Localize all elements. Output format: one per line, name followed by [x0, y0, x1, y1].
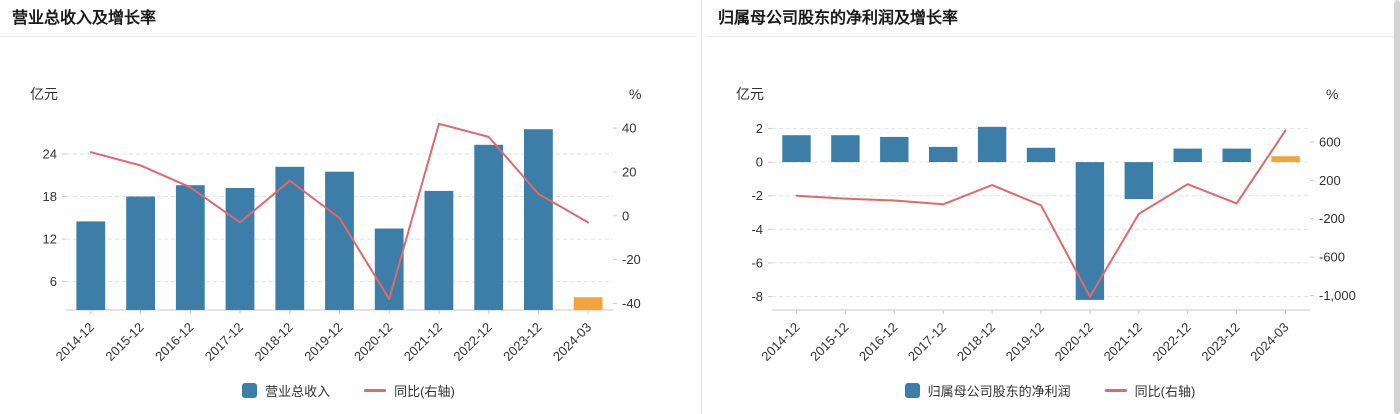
svg-text:2020-12: 2020-12	[1052, 320, 1096, 364]
svg-text:2017-12: 2017-12	[905, 320, 949, 364]
legend-item-revenue-bar[interactable]: 营业总收入	[242, 381, 330, 400]
svg-text:2: 2	[756, 121, 763, 136]
svg-text:2014-12: 2014-12	[758, 320, 802, 364]
svg-text:-200: -200	[1319, 211, 1345, 226]
svg-text:18: 18	[43, 189, 57, 204]
legend-label-net-profit: 归属母公司股东的净利润	[927, 384, 1071, 399]
legend-item-net-profit-bar[interactable]: 归属母公司股东的净利润	[904, 381, 1071, 400]
svg-text:-600: -600	[1319, 250, 1345, 265]
svg-text:2023-12: 2023-12	[500, 320, 544, 364]
net-profit-legend: 归属母公司股东的净利润 同比(右轴)	[706, 367, 1394, 414]
svg-text:2022-12: 2022-12	[1149, 320, 1193, 364]
svg-text:0: 0	[756, 155, 763, 170]
svg-text:-1,000: -1,000	[1319, 288, 1356, 303]
svg-text:2024-03: 2024-03	[550, 320, 594, 364]
revenue-chart-area: 亿元% 6 12 18 24 -40 -20 0 20 40 2014-12 2015-12 2016-…	[0, 37, 697, 367]
net-profit-panel: 归属母公司股东的净利润及增长率 亿元% 2 0 -2 -4 -6 -8 600 200 -200 -…	[706, 0, 1394, 414]
line-swatch-icon	[1104, 389, 1127, 392]
svg-text:2016-12: 2016-12	[856, 320, 900, 364]
line-swatch-icon	[364, 389, 387, 392]
svg-text:-20: -20	[622, 252, 641, 267]
revenue-panel: 营业总收入及增长率 亿元% 6 12 18 24 -40 -20 0 20 40 2014-12 20…	[0, 0, 697, 414]
svg-text:2015-12: 2015-12	[102, 320, 146, 364]
scrollbar-thumb[interactable]	[1394, 0, 1400, 414]
legend-item-revenue-yoy-line[interactable]: 同比(右轴)	[364, 381, 455, 400]
svg-text:2017-12: 2017-12	[202, 320, 246, 364]
svg-text:2020-12: 2020-12	[351, 320, 395, 364]
svg-text:2022-12: 2022-12	[450, 320, 494, 364]
legend-label-net-profit-yoy: 同比(右轴)	[1134, 384, 1196, 399]
svg-text:40: 40	[622, 121, 636, 136]
scrollbar-track	[1394, 0, 1400, 414]
revenue-panel-title: 营业总收入及增长率	[12, 10, 157, 27]
svg-text:2019-12: 2019-12	[1003, 320, 1047, 364]
svg-text:24: 24	[43, 147, 57, 162]
net-profit-chart: 亿元 % 2 0 -2 -4 -6 -8 600 200 -200 -600 -1,000 2014-12…	[736, 86, 1356, 364]
panel-divider	[697, 0, 706, 414]
legend-item-net-profit-yoy-line[interactable]: 同比(右轴)	[1104, 381, 1196, 400]
revenue-legend: 营业总收入 同比(右轴)	[0, 367, 697, 414]
revenue-panel-header: 营业总收入及增长率	[0, 0, 697, 37]
svg-text:2018-12: 2018-12	[954, 320, 998, 364]
svg-text:20: 20	[622, 164, 636, 179]
svg-text:亿元: 亿元	[736, 86, 764, 102]
svg-text:2019-12: 2019-12	[301, 320, 345, 364]
svg-text:2023-12: 2023-12	[1198, 320, 1242, 364]
svg-text:2016-12: 2016-12	[152, 320, 196, 364]
svg-text:-6: -6	[751, 255, 763, 270]
legend-label-revenue: 营业总收入	[265, 384, 331, 399]
svg-text:-4: -4	[751, 222, 763, 237]
revenue-chart: 亿元 % 6 12 18 24 -40 -20 0 20 40 2014-12 2015-12 2016-…	[30, 86, 641, 364]
svg-text:-40: -40	[622, 296, 641, 311]
svg-text:亿元: 亿元	[30, 86, 58, 102]
legend-label-revenue-yoy: 同比(右轴)	[394, 384, 455, 399]
svg-text:6: 6	[50, 274, 57, 289]
svg-text:2018-12: 2018-12	[252, 320, 296, 364]
bar-swatch-icon	[242, 383, 258, 398]
net-profit-panel-header: 归属母公司股东的净利润及增长率	[706, 0, 1394, 37]
svg-text:2024-03: 2024-03	[1247, 320, 1291, 364]
svg-text:0: 0	[622, 208, 629, 223]
svg-text:2014-12: 2014-12	[53, 320, 97, 364]
svg-text:200: 200	[1319, 173, 1341, 188]
svg-text:2015-12: 2015-12	[807, 320, 851, 364]
net-profit-chart-area: 亿元% 2 0 -2 -4 -6 -8 600 200 -200 -600 -1,000 2014-12…	[706, 37, 1394, 367]
svg-text:%: %	[1326, 86, 1338, 102]
svg-text:-8: -8	[751, 289, 763, 304]
svg-text:%: %	[629, 86, 641, 102]
svg-text:2021-12: 2021-12	[401, 320, 445, 364]
svg-text:2021-12: 2021-12	[1101, 320, 1145, 364]
svg-text:600: 600	[1319, 134, 1341, 149]
svg-text:-2: -2	[751, 188, 763, 203]
net-profit-panel-title: 归属母公司股东的净利润及增长率	[718, 10, 959, 27]
bar-swatch-icon	[904, 383, 920, 398]
svg-text:12: 12	[43, 232, 57, 247]
